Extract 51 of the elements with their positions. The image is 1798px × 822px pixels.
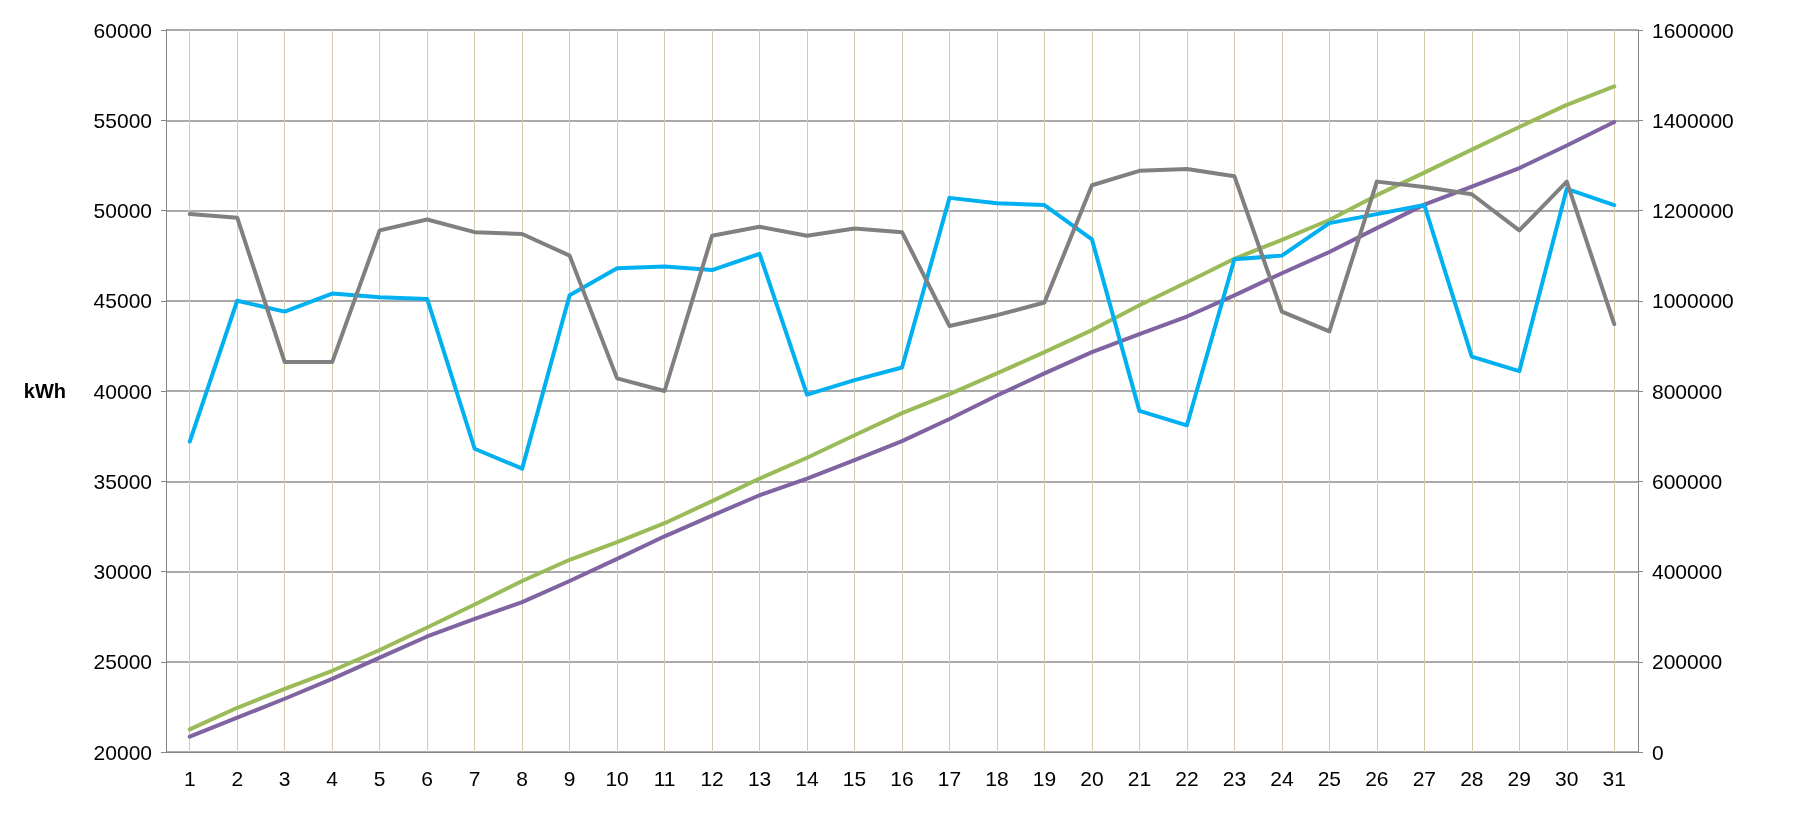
x-tick-label: 12 [700, 767, 724, 790]
y-tick-label: 60000 [93, 18, 152, 42]
x-tick-label: 28 [1460, 767, 1484, 790]
x-tick-label: 19 [1032, 767, 1057, 790]
x-tick-label: 10 [605, 767, 629, 790]
y2-tick-label: 600000 [1652, 469, 1723, 493]
x-tick-label: 7 [468, 767, 481, 790]
x-tick-label: 18 [985, 767, 1009, 790]
x-tick-label: 25 [1317, 767, 1342, 790]
x-tick-label: 23 [1222, 767, 1247, 790]
x-tick-label: 20 [1080, 767, 1104, 790]
x-tick-label: 6 [421, 767, 434, 790]
x-tick-label: 16 [890, 767, 914, 790]
x-tick-label: 1 [183, 767, 196, 790]
x-tick-label: 13 [747, 767, 772, 790]
x-tick-label: 9 [563, 767, 576, 790]
x-tick-label: 5 [373, 767, 386, 790]
y2-tick-label: 1400000 [1652, 108, 1734, 132]
y-axis-title: kWh [23, 380, 66, 402]
y2-tick-label: 1000000 [1652, 289, 1734, 313]
y2-tick-label: 1200000 [1652, 199, 1734, 222]
x-tick-label: 4 [326, 767, 339, 790]
y-tick-label: 20000 [93, 740, 152, 764]
x-tick-label: 31 [1602, 767, 1626, 790]
x-tick-label: 2 [231, 767, 244, 790]
y-tick-label: 55000 [93, 108, 152, 132]
y2-tick-label: 200000 [1652, 650, 1723, 674]
y-tick-label: 50000 [93, 199, 152, 222]
y2-tick-label: 0 [1652, 740, 1664, 764]
x-tick-label: 11 [653, 767, 676, 790]
x-tick-label: 21 [1127, 767, 1152, 790]
x-tick-label: 22 [1175, 767, 1199, 790]
x-tick-label: 14 [795, 767, 820, 790]
x-tick-label: 8 [516, 767, 528, 790]
x-tick-label: 27 [1412, 767, 1436, 790]
y-tick-label: 45000 [93, 289, 152, 313]
line-series [187, 186, 1617, 471]
y-tick-label: 35000 [93, 469, 152, 493]
y2-tick-label: 1600000 [1652, 18, 1734, 42]
x-tick-label: 3 [278, 767, 291, 790]
y-tick-label: 25000 [93, 650, 152, 674]
x-tick-label: 26 [1365, 767, 1389, 790]
x-tick-label: 29 [1507, 767, 1531, 790]
y2-tick-label: 800000 [1652, 379, 1723, 403]
x-tick-label: 30 [1555, 767, 1579, 790]
y2-tick-label: 400000 [1652, 560, 1723, 583]
y-tick-label: 40000 [93, 379, 152, 403]
x-tick-label: 24 [1270, 767, 1294, 790]
x-tick-label: 17 [937, 767, 962, 790]
y-tick-label: 30000 [93, 560, 152, 583]
x-tick-label: 15 [842, 767, 867, 790]
